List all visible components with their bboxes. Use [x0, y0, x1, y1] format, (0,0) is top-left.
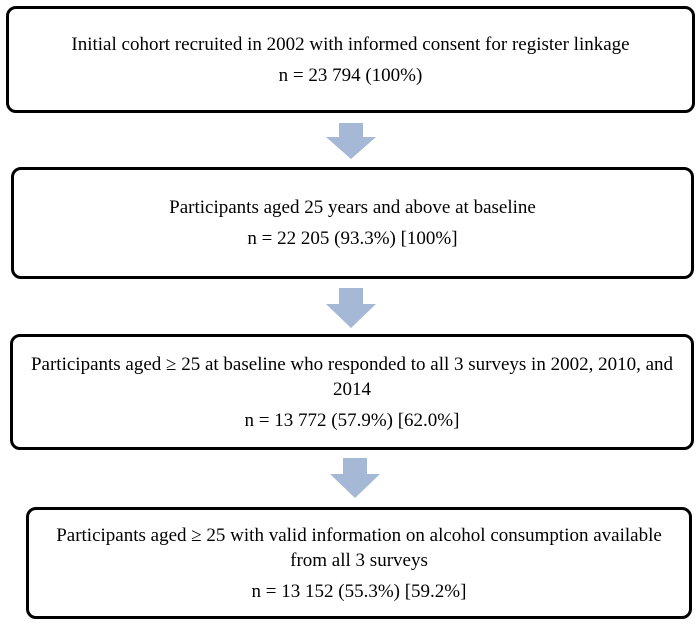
arrow-shape — [326, 288, 376, 328]
box-count: n = 23 794 (100%) — [278, 64, 423, 86]
flow-box-valid-alcohol-info: Participants aged ≥ 25 with valid inform… — [26, 507, 692, 619]
box-description: Participants aged 25 years and above at … — [169, 197, 536, 218]
down-arrow-icon — [326, 123, 376, 159]
box-count: n = 13 152 (55.3%) [59.2%] — [251, 580, 467, 602]
box-description: Participants aged ≥ 25 at baseline who r… — [30, 353, 674, 400]
arrow-shape — [330, 458, 380, 498]
box-description: Initial cohort recruited in 2002 with in… — [71, 33, 630, 55]
arrow-shape — [326, 123, 376, 159]
down-arrow-icon — [326, 288, 376, 328]
box-description: Participants aged ≥ 25 with valid inform… — [56, 524, 662, 571]
box-count: n = 13 772 (57.9%) [62.0%] — [244, 409, 460, 431]
flow-box-aged-25-plus: Participants aged 25 years and above at … — [11, 167, 694, 279]
flow-box-initial-cohort: Initial cohort recruited in 2002 with in… — [6, 6, 695, 113]
down-arrow-icon — [330, 458, 380, 498]
box-count: n = 22 205 (93.3%) [100%] — [247, 228, 458, 249]
flow-box-all-surveys: Participants aged ≥ 25 at baseline who r… — [10, 334, 694, 450]
